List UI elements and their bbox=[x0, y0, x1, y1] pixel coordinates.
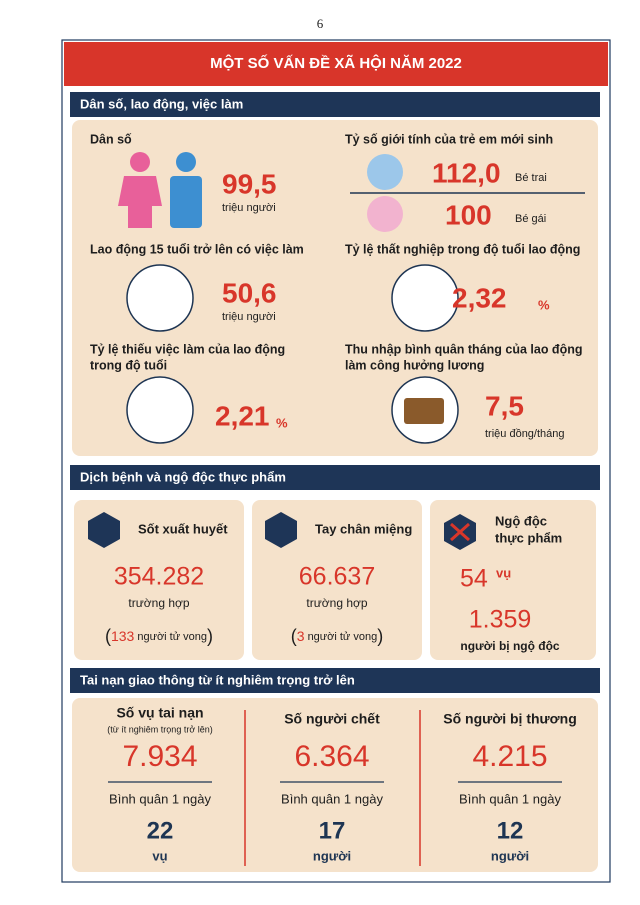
section-header bbox=[70, 92, 600, 117]
value: 4.215 bbox=[472, 740, 547, 773]
deaths: (133 người tử vong) bbox=[105, 626, 213, 646]
hex-icon bbox=[88, 512, 120, 548]
deaths-part: ) bbox=[377, 626, 383, 646]
deaths: (3 người tử vong) bbox=[291, 626, 383, 646]
unit: triệu người bbox=[222, 202, 276, 214]
deaths-part: người tử vong bbox=[137, 631, 207, 643]
section-panel bbox=[72, 698, 598, 872]
item-label: Tỷ lệ thất nghiệp trong độ tuổi lao động bbox=[345, 242, 580, 256]
item-label: Lao động 15 tuổi trở lên có việc làm bbox=[90, 242, 304, 256]
unit: triệu người bbox=[222, 311, 276, 323]
value: 112,0 bbox=[432, 157, 501, 188]
value: 100 bbox=[445, 199, 492, 230]
cross-icon bbox=[450, 522, 470, 542]
unit: vụ bbox=[496, 565, 511, 580]
job-search-icon bbox=[126, 376, 194, 444]
daily-label: Bình quân 1 ngày bbox=[109, 791, 211, 806]
value: 1.359 bbox=[469, 606, 532, 634]
deaths-part: 3 bbox=[297, 628, 305, 644]
daily-label: Bình quân 1 ngày bbox=[281, 791, 383, 806]
hex-icon bbox=[265, 512, 297, 548]
section-heading: Tai nạn giao thông từ ít nghiêm trọng tr… bbox=[80, 672, 355, 687]
value: 50,6 bbox=[222, 277, 277, 308]
value: 7,5 bbox=[485, 390, 524, 421]
title: MỘT SỐ VẤN ĐỀ XÃ HỘI NĂM 2022 bbox=[210, 54, 462, 72]
value: 2,21 bbox=[215, 400, 270, 431]
unit: triệu đồng/tháng bbox=[485, 428, 565, 440]
column-heading: Số người bị thương bbox=[443, 711, 577, 727]
deaths-part: ( bbox=[291, 626, 297, 646]
card-title: Tay chân miệng bbox=[315, 521, 412, 536]
item-label: Tỷ lệ thiếu việc làm của lao động bbox=[90, 342, 285, 356]
item-label: làm công hưởng lương bbox=[345, 358, 484, 372]
value: 7.934 bbox=[122, 740, 197, 773]
baby-icon bbox=[367, 196, 403, 232]
deaths-part: ( bbox=[105, 626, 111, 646]
unit: người bị ngộ độc bbox=[460, 639, 560, 653]
value: 66.637 bbox=[299, 563, 375, 591]
section-header bbox=[70, 465, 600, 490]
daily-value: 12 bbox=[497, 817, 524, 844]
section-heading: Dân số, lao động, việc làm bbox=[80, 96, 243, 111]
deaths-part: 133 bbox=[111, 628, 135, 644]
item-label: trong độ tuổi bbox=[90, 358, 167, 372]
card-title: Sốt xuất huyết bbox=[138, 521, 228, 536]
value: 6.364 bbox=[294, 740, 369, 773]
unit: Bé gái bbox=[515, 213, 546, 225]
item-label: Tỷ số giới tính của trẻ em mới sinh bbox=[345, 132, 553, 146]
card-title: Ngộ độc bbox=[495, 513, 547, 528]
item-label: Dân số bbox=[90, 132, 132, 146]
daily-unit: người bbox=[313, 848, 351, 863]
column-heading: Số người chết bbox=[284, 711, 380, 727]
deaths-part: ) bbox=[207, 626, 213, 646]
card-title: thực phẩm bbox=[495, 530, 562, 545]
unit: trường hợp bbox=[306, 596, 367, 610]
daily-unit: người bbox=[491, 848, 529, 863]
daily-value: 22 bbox=[147, 817, 174, 844]
deaths-part: người tử vong bbox=[308, 631, 378, 643]
value: 2,32 bbox=[452, 282, 507, 313]
value: 54 bbox=[460, 565, 488, 593]
baby-icon bbox=[367, 154, 403, 190]
item-label: Thu nhập bình quân tháng của lao động bbox=[345, 342, 582, 356]
daily-unit: vụ bbox=[152, 848, 167, 863]
unemployed-icon bbox=[391, 264, 459, 332]
title-bar bbox=[64, 42, 608, 86]
gender-icon bbox=[118, 152, 202, 228]
workers-icon bbox=[126, 264, 194, 332]
value: 99,5 bbox=[222, 168, 277, 199]
section-header bbox=[70, 668, 600, 693]
unit: % bbox=[538, 297, 550, 312]
page-number: 6 bbox=[317, 16, 324, 31]
column-heading: Số vụ tai nạn bbox=[116, 705, 203, 721]
value: 354.282 bbox=[114, 563, 204, 591]
unit: Bé trai bbox=[515, 172, 547, 184]
column-note: (từ ít nghiêm trọng trở lên) bbox=[107, 724, 212, 734]
unit: trường hợp bbox=[128, 596, 189, 610]
wallet-icon bbox=[404, 398, 444, 424]
daily-label: Bình quân 1 ngày bbox=[459, 791, 561, 806]
unit: % bbox=[276, 415, 288, 430]
daily-value: 17 bbox=[319, 817, 346, 844]
section-panel bbox=[72, 120, 598, 456]
section-heading: Dịch bệnh và ngộ độc thực phẩm bbox=[80, 469, 286, 484]
